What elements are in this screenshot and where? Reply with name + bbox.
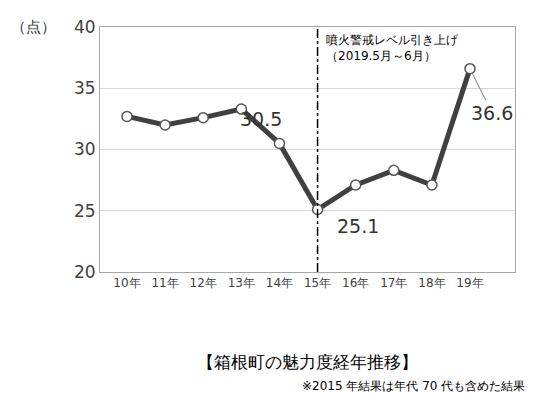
svg-text:14年: 14年 — [266, 276, 293, 290]
svg-text:13年: 13年 — [228, 276, 255, 290]
svg-text:18年: 18年 — [418, 276, 445, 290]
svg-text:（点）: （点） — [11, 18, 56, 36]
svg-text:11年: 11年 — [151, 276, 178, 290]
svg-text:35: 35 — [74, 78, 96, 98]
svg-text:17年: 17年 — [380, 276, 407, 290]
svg-text:※2015 年結果は年代 70 代も含めた結果: ※2015 年結果は年代 70 代も含めた結果 — [302, 379, 525, 393]
svg-text:19年: 19年 — [456, 276, 483, 290]
svg-text:20: 20 — [74, 262, 96, 282]
svg-text:25: 25 — [74, 201, 96, 221]
svg-text:30: 30 — [74, 139, 96, 159]
svg-text:噴火警戒レベル引き上げ（2019.5月～6月）: 噴火警戒レベル引き上げ（2019.5月～6月） — [326, 33, 459, 63]
svg-text:12年: 12年 — [190, 276, 217, 290]
svg-text:10年: 10年 — [113, 276, 140, 290]
svg-text:15年: 15年 — [304, 276, 331, 290]
svg-text:30.5: 30.5 — [240, 108, 282, 130]
svg-text:16年: 16年 — [342, 276, 369, 290]
svg-text:25.1: 25.1 — [337, 215, 379, 237]
svg-text:36.6: 36.6 — [471, 102, 513, 124]
svg-text:40: 40 — [74, 17, 96, 37]
svg-text:【箱根町の魅力度経年推移】: 【箱根町の魅力度経年推移】 — [197, 352, 418, 372]
